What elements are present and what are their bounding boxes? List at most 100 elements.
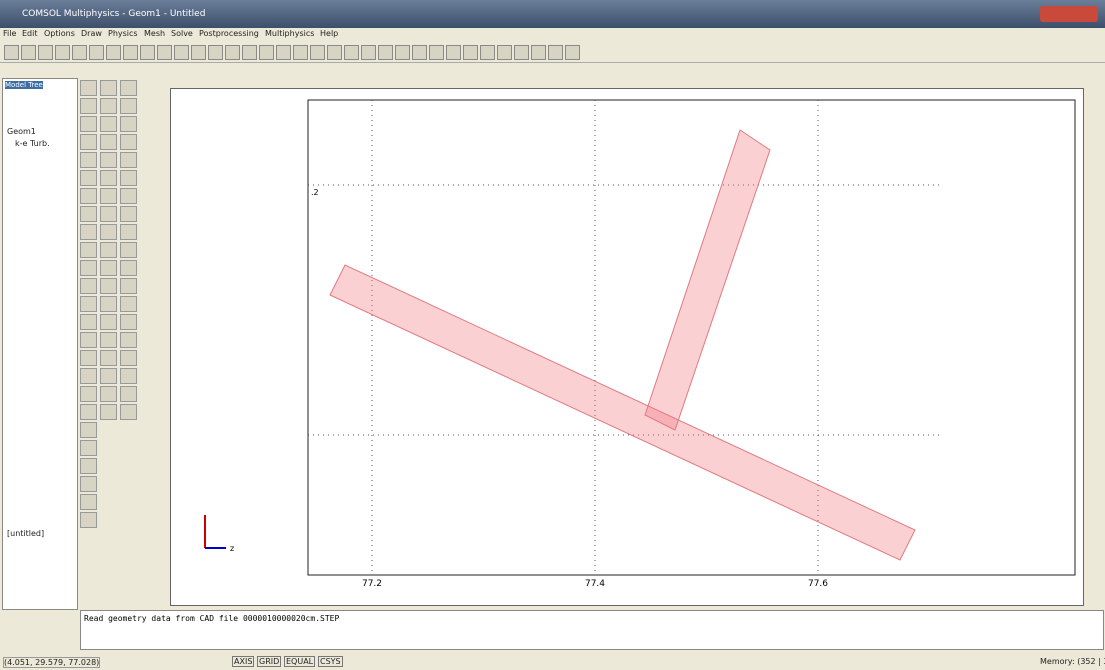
- menu-item[interactable]: Multiphysics: [265, 29, 315, 38]
- menu-item[interactable]: Solve: [171, 29, 193, 38]
- draw-tool[interactable]: [120, 80, 137, 96]
- toolbar-button[interactable]: [191, 45, 206, 60]
- menu-item[interactable]: Help: [320, 29, 339, 38]
- draw-tool[interactable]: [100, 98, 117, 114]
- draw-tool[interactable]: [100, 152, 117, 168]
- toolbar-button[interactable]: [174, 45, 189, 60]
- draw-tool[interactable]: [80, 188, 97, 204]
- draw-tool[interactable]: [100, 314, 117, 330]
- toolbar-button[interactable]: [38, 45, 53, 60]
- draw-tool[interactable]: [120, 170, 137, 186]
- draw-tool[interactable]: [120, 188, 137, 204]
- draw-tool[interactable]: [100, 350, 117, 366]
- toolbar-button[interactable]: [293, 45, 308, 60]
- toolbar-button[interactable]: [208, 45, 223, 60]
- toolbar-button[interactable]: [259, 45, 274, 60]
- status-toggle[interactable]: GRID: [257, 656, 282, 667]
- toolbar-button[interactable]: [55, 45, 70, 60]
- draw-tool[interactable]: [120, 206, 137, 222]
- menu-item[interactable]: File: [3, 29, 17, 38]
- toolbar-button[interactable]: [395, 45, 410, 60]
- toolbar-button[interactable]: [21, 45, 36, 60]
- toolbar-button[interactable]: [565, 45, 580, 60]
- toolbar-button[interactable]: [327, 45, 342, 60]
- toolbar-button[interactable]: [276, 45, 291, 60]
- draw-tool[interactable]: [80, 512, 97, 528]
- draw-tool[interactable]: [100, 206, 117, 222]
- draw-tool[interactable]: [80, 404, 97, 420]
- draw-tool[interactable]: [80, 296, 97, 312]
- menu-item[interactable]: Options: [44, 29, 75, 38]
- tree-child[interactable]: k-e Turb.: [15, 139, 50, 148]
- toolbar-button[interactable]: [548, 45, 563, 60]
- status-toggle[interactable]: CSYS: [318, 656, 343, 667]
- draw-tool[interactable]: [120, 404, 137, 420]
- draw-tool[interactable]: [100, 188, 117, 204]
- window-controls[interactable]: [1040, 6, 1098, 22]
- toolbar-button[interactable]: [412, 45, 427, 60]
- menu-item[interactable]: Draw: [81, 29, 102, 38]
- draw-tool[interactable]: [120, 350, 137, 366]
- draw-tool[interactable]: [100, 332, 117, 348]
- toolbar-button[interactable]: [140, 45, 155, 60]
- toolbar-button[interactable]: [378, 45, 393, 60]
- draw-tool[interactable]: [80, 440, 97, 456]
- draw-tool[interactable]: [100, 170, 117, 186]
- draw-tool[interactable]: [80, 350, 97, 366]
- toolbar-button[interactable]: [123, 45, 138, 60]
- draw-tool[interactable]: [80, 458, 97, 474]
- toolbar-button[interactable]: [446, 45, 461, 60]
- status-toggle[interactable]: EQUAL: [284, 656, 316, 667]
- menu-item[interactable]: Postprocessing: [199, 29, 259, 38]
- toolbar-button[interactable]: [225, 45, 240, 60]
- status-toggle[interactable]: AXIS: [232, 656, 255, 667]
- draw-tool[interactable]: [120, 98, 137, 114]
- toolbar-button[interactable]: [242, 45, 257, 60]
- draw-tool[interactable]: [80, 314, 97, 330]
- draw-tool[interactable]: [100, 242, 117, 258]
- tree-root[interactable]: Geom1: [7, 127, 36, 136]
- toolbar-button[interactable]: [429, 45, 444, 60]
- draw-tool[interactable]: [120, 224, 137, 240]
- draw-tool[interactable]: [100, 80, 117, 96]
- draw-tool[interactable]: [100, 278, 117, 294]
- draw-tool[interactable]: [80, 242, 97, 258]
- draw-tool[interactable]: [100, 296, 117, 312]
- draw-tool[interactable]: [120, 314, 137, 330]
- toolbar-button[interactable]: [157, 45, 172, 60]
- draw-tool[interactable]: [120, 152, 137, 168]
- draw-tool[interactable]: [80, 206, 97, 222]
- draw-tool[interactable]: [80, 278, 97, 294]
- draw-tool[interactable]: [80, 80, 97, 96]
- toolbar-button[interactable]: [463, 45, 478, 60]
- draw-tool[interactable]: [80, 116, 97, 132]
- draw-tool[interactable]: [80, 98, 97, 114]
- draw-tool[interactable]: [120, 260, 137, 276]
- draw-tool[interactable]: [100, 116, 117, 132]
- tree-tab[interactable]: Model Tree: [5, 81, 43, 89]
- draw-tool[interactable]: [80, 134, 97, 150]
- draw-tool[interactable]: [80, 476, 97, 492]
- draw-tool[interactable]: [120, 332, 137, 348]
- toolbar-button[interactable]: [310, 45, 325, 60]
- draw-tool[interactable]: [100, 368, 117, 384]
- draw-tool[interactable]: [100, 404, 117, 420]
- toolbar-button[interactable]: [106, 45, 121, 60]
- toolbar-button[interactable]: [89, 45, 104, 60]
- draw-tool[interactable]: [100, 386, 117, 402]
- draw-tool[interactable]: [80, 152, 97, 168]
- draw-tool[interactable]: [120, 386, 137, 402]
- draw-tool[interactable]: [80, 224, 97, 240]
- draw-tool[interactable]: [120, 296, 137, 312]
- draw-tool[interactable]: [80, 170, 97, 186]
- draw-tool[interactable]: [100, 224, 117, 240]
- draw-tool[interactable]: [100, 260, 117, 276]
- draw-tool[interactable]: [80, 494, 97, 510]
- draw-tool[interactable]: [120, 134, 137, 150]
- toolbar-button[interactable]: [344, 45, 359, 60]
- draw-tool[interactable]: [120, 278, 137, 294]
- toolbar-button[interactable]: [480, 45, 495, 60]
- draw-tool[interactable]: [80, 386, 97, 402]
- draw-tool[interactable]: [80, 422, 97, 438]
- draw-tool[interactable]: [80, 332, 97, 348]
